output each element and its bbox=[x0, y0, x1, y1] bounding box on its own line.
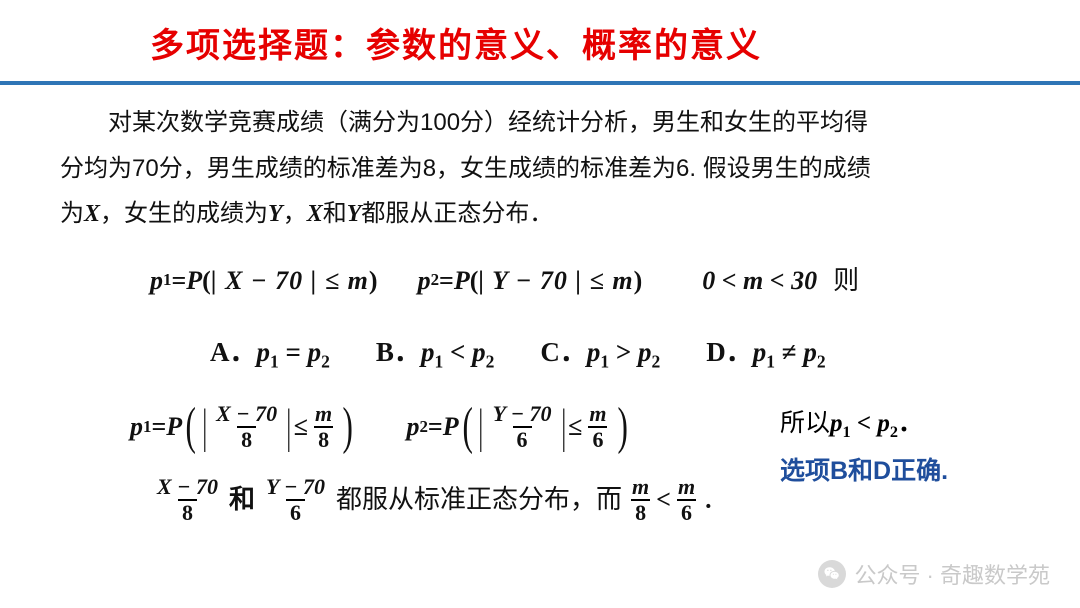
text: 都服从标准正态分布，而 bbox=[336, 475, 622, 524]
den: 6 bbox=[677, 499, 696, 525]
p: p bbox=[587, 337, 601, 367]
text: ，女生的成绩为 bbox=[100, 200, 268, 227]
suffix: ． bbox=[898, 410, 923, 437]
p1-def: p1 = P (| X − 70 | ≤ m) bbox=[150, 256, 378, 305]
eq: = bbox=[439, 256, 454, 305]
leq: ≤ bbox=[294, 402, 308, 451]
eq: = bbox=[171, 256, 186, 305]
var-y: Y bbox=[347, 201, 362, 227]
P: P bbox=[186, 256, 202, 305]
eq: = bbox=[428, 402, 443, 451]
title-rule bbox=[0, 81, 1080, 85]
den: 8 bbox=[631, 499, 650, 525]
expr: | X − 70 | ≤ m bbox=[211, 256, 369, 305]
answer-box: 所以p1 < p2． 选项B和D正确. bbox=[780, 400, 1000, 495]
answer-line1: 所以p1 < p2． bbox=[780, 400, 1000, 448]
var-x: X bbox=[307, 201, 323, 227]
range: 0 < m < 30 bbox=[702, 256, 817, 305]
P: P bbox=[443, 402, 459, 451]
num: X − 70 bbox=[153, 475, 222, 499]
p: p bbox=[803, 337, 817, 367]
leq: ≤ bbox=[568, 402, 582, 451]
lt: < bbox=[656, 475, 671, 524]
p: p bbox=[257, 337, 271, 367]
rel: > bbox=[609, 337, 638, 367]
watermark-text: 公众号 · 奇趣数学苑 bbox=[854, 558, 1050, 590]
P: P bbox=[166, 402, 182, 451]
den: 6 bbox=[588, 426, 607, 452]
and: 和 bbox=[229, 475, 255, 524]
p: p bbox=[418, 256, 431, 305]
label: D． bbox=[706, 337, 753, 367]
num: X − 70 bbox=[212, 402, 281, 426]
rel: = bbox=[279, 337, 308, 367]
p2-work: p2 = P ( | Y − 706 | ≤ m6 ) bbox=[406, 401, 630, 453]
num: Y − 70 bbox=[489, 402, 556, 426]
p1-work: p1 = P ( | X − 708 | ≤ m8 ) bbox=[130, 401, 356, 453]
label: B． bbox=[376, 337, 421, 367]
den: 6 bbox=[513, 426, 532, 452]
label: A． bbox=[210, 337, 257, 367]
ze: 则 bbox=[833, 256, 859, 305]
p: p bbox=[753, 337, 767, 367]
num: m bbox=[311, 402, 336, 426]
num: Y − 70 bbox=[262, 475, 329, 499]
rel: < bbox=[443, 337, 472, 367]
prefix: 所以 bbox=[780, 409, 830, 437]
title-wrap: 多项选择题：参数的意义、概率的意义 bbox=[0, 18, 1080, 85]
text: ， bbox=[283, 200, 307, 227]
text: 都服从正态分布． bbox=[361, 200, 553, 227]
P: P bbox=[454, 256, 470, 305]
watermark: 公众号 · 奇趣数学苑 bbox=[818, 558, 1050, 590]
p2-def: p2 = P (| Y − 70 | ≤ m) bbox=[418, 256, 643, 305]
text: 对某次数学竞赛成绩（满分为100分）经统计分析，男生和女生的平均得 bbox=[108, 109, 868, 136]
eq: = bbox=[151, 402, 166, 451]
option-b: B．p1 < p2 bbox=[376, 327, 494, 379]
option-d: D．p1 ≠ p2 bbox=[706, 327, 825, 379]
expr: | Y − 70 | ≤ m bbox=[478, 256, 633, 305]
option-a: A．p1 = p2 bbox=[210, 327, 330, 379]
answer-line2: 选项B和D正确. bbox=[780, 448, 1000, 496]
period: ． bbox=[702, 475, 728, 524]
problem-text: 对某次数学竞赛成绩（满分为100分）经统计分析，男生和女生的平均得 分均为70分… bbox=[60, 100, 1020, 238]
den: 8 bbox=[178, 499, 197, 525]
num: m bbox=[674, 475, 699, 499]
var-x: X bbox=[84, 201, 100, 227]
var-y: Y bbox=[268, 201, 283, 227]
rel: ≠ bbox=[775, 337, 803, 367]
slide-title: 多项选择题：参数的意义、概率的意义 bbox=[0, 18, 1080, 67]
option-c: C．p1 > p2 bbox=[540, 327, 660, 379]
m-range: 0 < m < 30 则 bbox=[702, 256, 859, 305]
slide: 多项选择题：参数的意义、概率的意义 对某次数学竞赛成绩（满分为100分）经统计分… bbox=[0, 0, 1080, 608]
den: 8 bbox=[314, 426, 333, 452]
p: p bbox=[421, 337, 435, 367]
options-row: A．p1 = p2 B．p1 < p2 C．p1 > p2 D．p1 ≠ p2 bbox=[60, 327, 1020, 379]
den: 8 bbox=[237, 426, 256, 452]
p: p bbox=[150, 256, 163, 305]
wechat-icon bbox=[818, 560, 846, 588]
text: 分均为70分，男生成绩的标准差为8，女生成绩的标准差为6. 假设男生的成绩 bbox=[60, 146, 871, 192]
p: p bbox=[472, 337, 486, 367]
p: p bbox=[308, 337, 322, 367]
num: m bbox=[585, 402, 610, 426]
label: C． bbox=[540, 337, 587, 367]
den: 6 bbox=[286, 499, 305, 525]
text: 和 bbox=[323, 200, 347, 227]
definitions-row: p1 = P (| X − 70 | ≤ m) p2 = P (| Y − 70… bbox=[60, 256, 1020, 305]
p: p bbox=[638, 337, 652, 367]
rel: < bbox=[851, 410, 878, 437]
num: m bbox=[628, 475, 653, 499]
text: 为 bbox=[60, 200, 84, 227]
